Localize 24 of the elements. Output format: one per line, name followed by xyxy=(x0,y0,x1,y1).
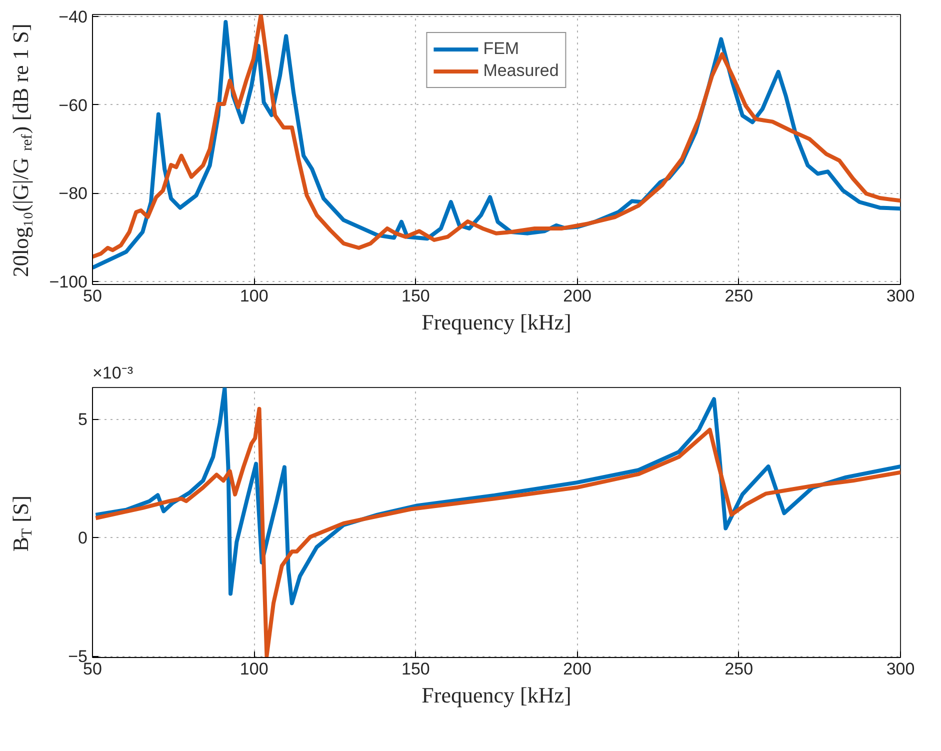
x-tick-label: 200 xyxy=(563,286,592,306)
x-tick-label: 300 xyxy=(886,286,915,306)
x-axis-title: Frequency [kHz] xyxy=(422,310,572,334)
line-series xyxy=(94,388,900,606)
y-tick-label: −60 xyxy=(58,96,88,115)
x-tick-label: 200 xyxy=(563,660,592,678)
y-tick-label: −80 xyxy=(58,184,88,204)
y-axis-title: BT [S] xyxy=(8,496,36,552)
x-tick-label: 100 xyxy=(240,660,268,678)
x-tick-label: 100 xyxy=(240,286,268,306)
x-tick-label: 250 xyxy=(724,660,754,678)
legend-label: FEM xyxy=(483,39,520,59)
x-tick-label: 250 xyxy=(724,286,754,306)
y-tick-label: 0 xyxy=(78,528,88,548)
x-tick-label: 150 xyxy=(402,660,430,678)
x-tick-label: 300 xyxy=(886,660,915,678)
legend-label: Measured xyxy=(483,61,559,81)
y-axis-title: 20log₁₀(|G|/Gref) [dB re 1 S] xyxy=(8,24,36,278)
x-axis-title: Frequency [kHz] xyxy=(422,682,572,708)
y-tick-label: 5 xyxy=(78,410,88,430)
x-tick-label: 50 xyxy=(83,286,102,306)
y-tick-label: −40 xyxy=(58,8,88,27)
text: ×10⁻³ xyxy=(92,364,134,382)
x-tick-label: 150 xyxy=(402,286,430,306)
